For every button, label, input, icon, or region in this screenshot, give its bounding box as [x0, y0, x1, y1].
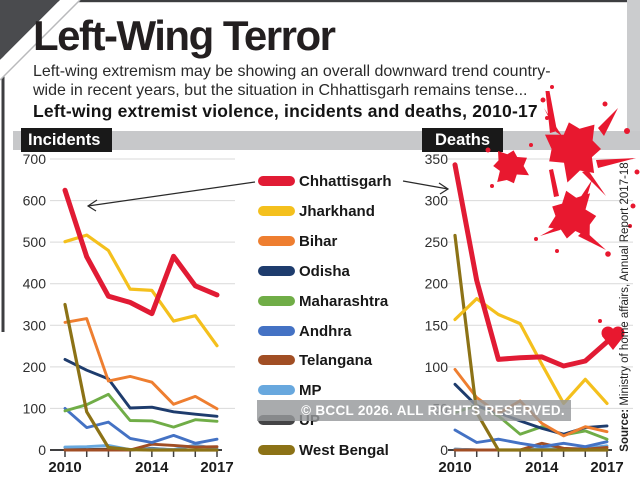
legend-swatch-icon [258, 296, 295, 306]
legend-item-mp: MP [258, 381, 322, 399]
y-axis-label-incidents: 600 [23, 193, 47, 209]
legend-label: Chhattisgarh [299, 172, 392, 190]
legend-swatch-icon [258, 176, 295, 186]
legend-label: MP [299, 381, 322, 399]
series-line-andhra [63, 406, 219, 445]
panel-label-incidents: Incidents [21, 128, 112, 152]
y-axis-label-incidents: 0 [38, 442, 46, 458]
y-axis-label-deaths: 300 [425, 193, 449, 209]
y-axis-label-incidents: 200 [23, 359, 47, 375]
x-axis-label-incidents: 2017 [200, 459, 233, 476]
y-axis-label-deaths: 100 [425, 359, 449, 375]
legend-swatch-icon [258, 236, 295, 246]
y-axis-label-incidents: 700 [23, 151, 47, 167]
series-line-chhattisgarh [452, 162, 610, 369]
y-axis-label-deaths: 350 [425, 151, 449, 167]
legend-label: Telangana [299, 351, 373, 369]
series-line-bihar [63, 317, 219, 411]
source-prefix: Source: [619, 408, 631, 452]
series-line-west-bengal [63, 302, 219, 452]
legend-swatch-icon [258, 355, 295, 365]
subtitle-line-2: wide in recent years, but the situation … [33, 82, 528, 99]
page-subtitle: Left-wing extremism may be showing an ov… [33, 62, 551, 100]
series-line-andhra [453, 428, 609, 449]
legend-item-west-bengal: West Bengal [258, 441, 389, 459]
y-axis-label-incidents: 400 [23, 276, 47, 292]
x-axis-label-incidents: 2010 [48, 459, 81, 476]
chart-incidents: 0 100 200 300 400 500 600 700 2010 2014 2017 [23, 151, 235, 476]
chart-heading: Left-wing extremist violence, incidents … [33, 101, 538, 121]
legend-item-maharashtra: Maharashtra [258, 292, 389, 310]
y-axis-label-incidents: 100 [23, 400, 47, 416]
legend-swatch-icon [258, 385, 295, 395]
legend-swatch-icon [258, 266, 295, 276]
legend-label: West Bengal [299, 441, 389, 459]
x-axis-label-incidents: 2014 [135, 459, 169, 476]
legend-item-chhattisgarh: Chhattisgarh [258, 172, 392, 190]
blood-splatter-decoration [485, 85, 640, 350]
legend-label: Bihar [299, 232, 338, 250]
y-axis-label-deaths: 200 [425, 276, 449, 292]
y-axis-label-incidents: 300 [23, 317, 47, 333]
legend-item-jharkhand: Jharkhand [258, 202, 375, 220]
source-text: Ministry of home affairs, Annual Report … [619, 162, 631, 409]
watermark: © BCCL 2026. ALL RIGHTS RESERVED. [257, 400, 571, 421]
x-axis-label-deaths: 2017 [590, 459, 623, 476]
legend-item-telangana: Telangana [258, 351, 373, 369]
y-axis-label-deaths: 0 [440, 442, 448, 458]
series-line-jharkhand [453, 297, 609, 405]
chart-deaths: 050100150200250300350201020142017 [425, 151, 633, 476]
legend-item-andhra: Andhra [258, 322, 352, 340]
series-line-jharkhand [63, 233, 219, 348]
series-line-telangana [63, 442, 219, 452]
legend-swatch-icon [258, 445, 295, 455]
legend-label: Maharashtra [299, 292, 389, 310]
x-axis-label-deaths: 2014 [525, 459, 559, 476]
chhattisgarh-annotation-arrows [86, 180, 450, 212]
legend-label: Jharkhand [299, 202, 375, 220]
legend-label: Odisha [299, 262, 350, 280]
y-axis-label-deaths: 150 [425, 317, 449, 333]
subtitle-line-1: Left-wing extremism may be showing an ov… [33, 63, 551, 80]
y-axis-label-incidents: 500 [23, 234, 47, 250]
series-line-maharashtra [63, 392, 219, 429]
page-title: Left-Wing Terror [33, 12, 336, 59]
legend-label: Andhra [299, 322, 352, 340]
x-axis-label-deaths: 2010 [438, 459, 471, 476]
source-credit: Source: Ministry of home affairs, Annual… [619, 137, 639, 477]
right-edge-strip [627, 0, 640, 131]
legend-swatch-icon [258, 326, 295, 336]
legend-item-odisha: Odisha [258, 262, 350, 280]
legend-swatch-icon [258, 206, 295, 216]
series-line-odisha [63, 357, 219, 418]
series-line-chhattisgarh [62, 187, 220, 317]
y-axis-label-deaths: 250 [425, 234, 449, 250]
legend-item-bihar: Bihar [258, 232, 338, 250]
